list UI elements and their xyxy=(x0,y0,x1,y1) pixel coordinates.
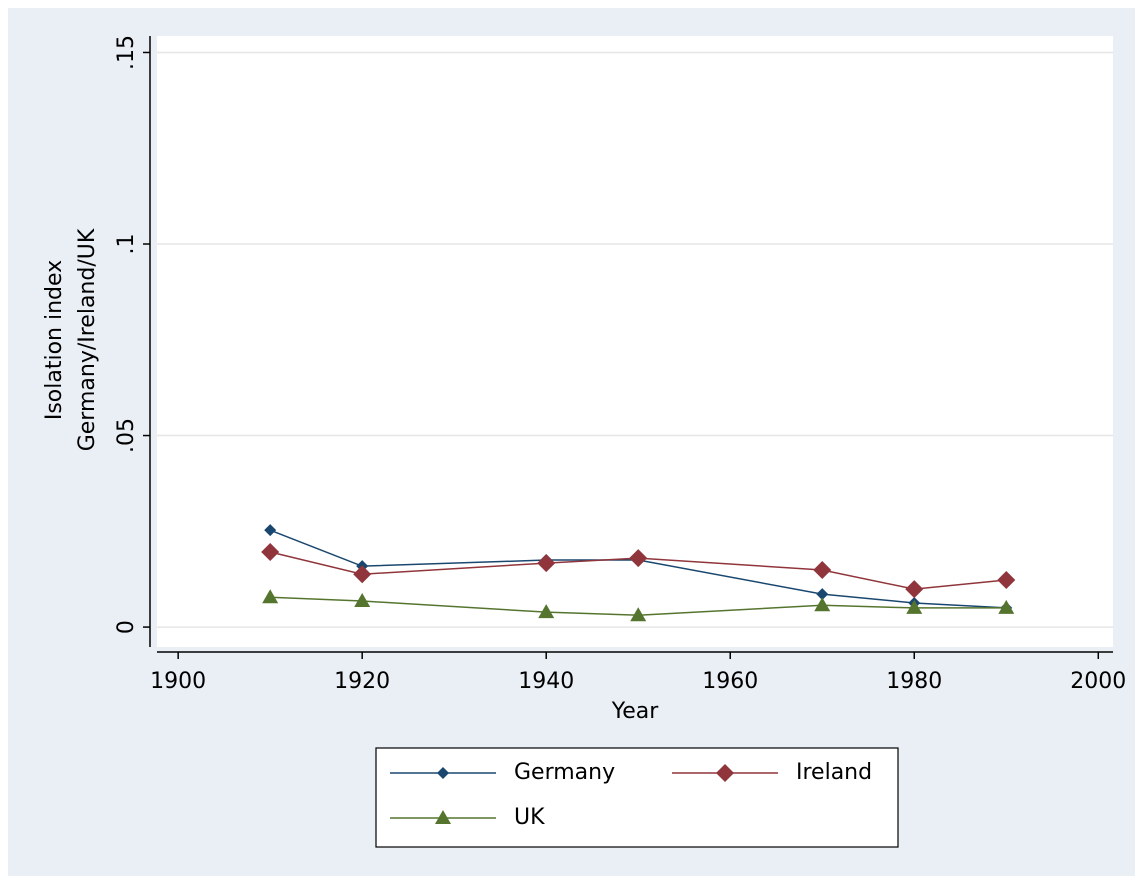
data-point xyxy=(629,549,648,568)
x-tick-label: 1920 xyxy=(334,669,390,694)
data-point xyxy=(353,565,372,584)
legend-label: UK xyxy=(514,805,545,830)
x-axis-title: Year xyxy=(611,699,660,724)
legend-marker xyxy=(716,764,734,782)
data-point xyxy=(261,542,280,561)
data-point xyxy=(264,524,277,537)
data-point xyxy=(905,580,924,599)
legend xyxy=(375,747,899,848)
y-tick-label: .1 xyxy=(114,234,139,255)
y-tick-label: .15 xyxy=(114,35,139,70)
data-point xyxy=(354,593,371,608)
data-point xyxy=(262,589,279,604)
y-axis-title: Isolation index xyxy=(42,260,67,420)
data-point xyxy=(906,599,923,614)
data-point xyxy=(630,607,647,622)
y-axis-title: Germany/Ireland/UK xyxy=(75,228,100,451)
y-tick-label: .05 xyxy=(114,418,139,453)
data-point xyxy=(816,588,829,601)
data-point xyxy=(998,599,1015,614)
legend-label: Germany xyxy=(514,760,615,785)
legend-label: Ireland xyxy=(796,760,872,785)
legend-marker xyxy=(435,810,451,824)
data-point xyxy=(537,554,556,573)
x-tick-label: 1940 xyxy=(518,669,574,694)
data-point xyxy=(538,604,555,619)
x-tick-label: 1980 xyxy=(886,669,942,694)
legend-marker xyxy=(437,767,449,779)
x-tick-label: 1960 xyxy=(702,669,758,694)
data-point xyxy=(813,561,832,580)
x-tick-label: 1900 xyxy=(150,669,206,694)
data-point xyxy=(997,570,1016,589)
data-point xyxy=(814,597,831,612)
y-tick-label: 0 xyxy=(114,620,139,634)
plot-area xyxy=(157,36,1113,647)
x-tick-label: 2000 xyxy=(1070,669,1126,694)
